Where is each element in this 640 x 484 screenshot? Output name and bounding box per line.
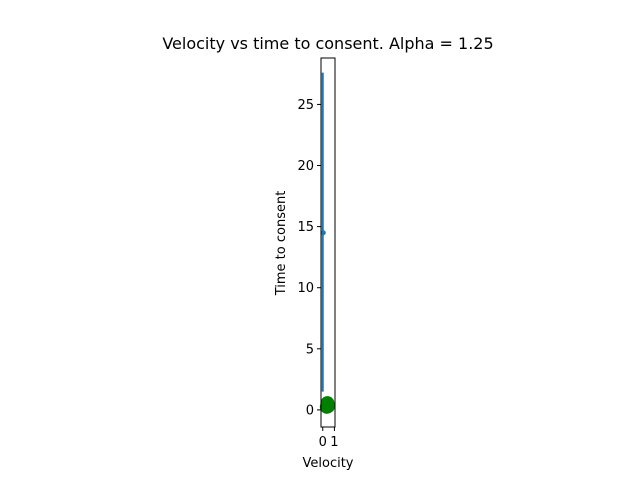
y-tick-label: 5 (306, 342, 314, 357)
x-tick-label: 1 (330, 435, 338, 450)
y-tick-label: 15 (297, 220, 314, 235)
series-2-point (321, 399, 335, 414)
chart-title: Velocity vs time to consent. Alpha = 1.2… (162, 34, 493, 53)
series-1-point (320, 230, 326, 236)
y-tick-label: 0 (306, 403, 314, 418)
x-axis-label: Velocity (303, 456, 354, 471)
plot-area (319, 72, 335, 414)
y-tick-label: 25 (297, 98, 314, 113)
y-axis-label: Time to consent (274, 191, 289, 297)
x-tick-label: 0 (319, 435, 327, 450)
y-tick-label: 20 (297, 159, 314, 174)
axes-frame (320, 57, 336, 428)
y-tick-label: 10 (297, 281, 314, 296)
